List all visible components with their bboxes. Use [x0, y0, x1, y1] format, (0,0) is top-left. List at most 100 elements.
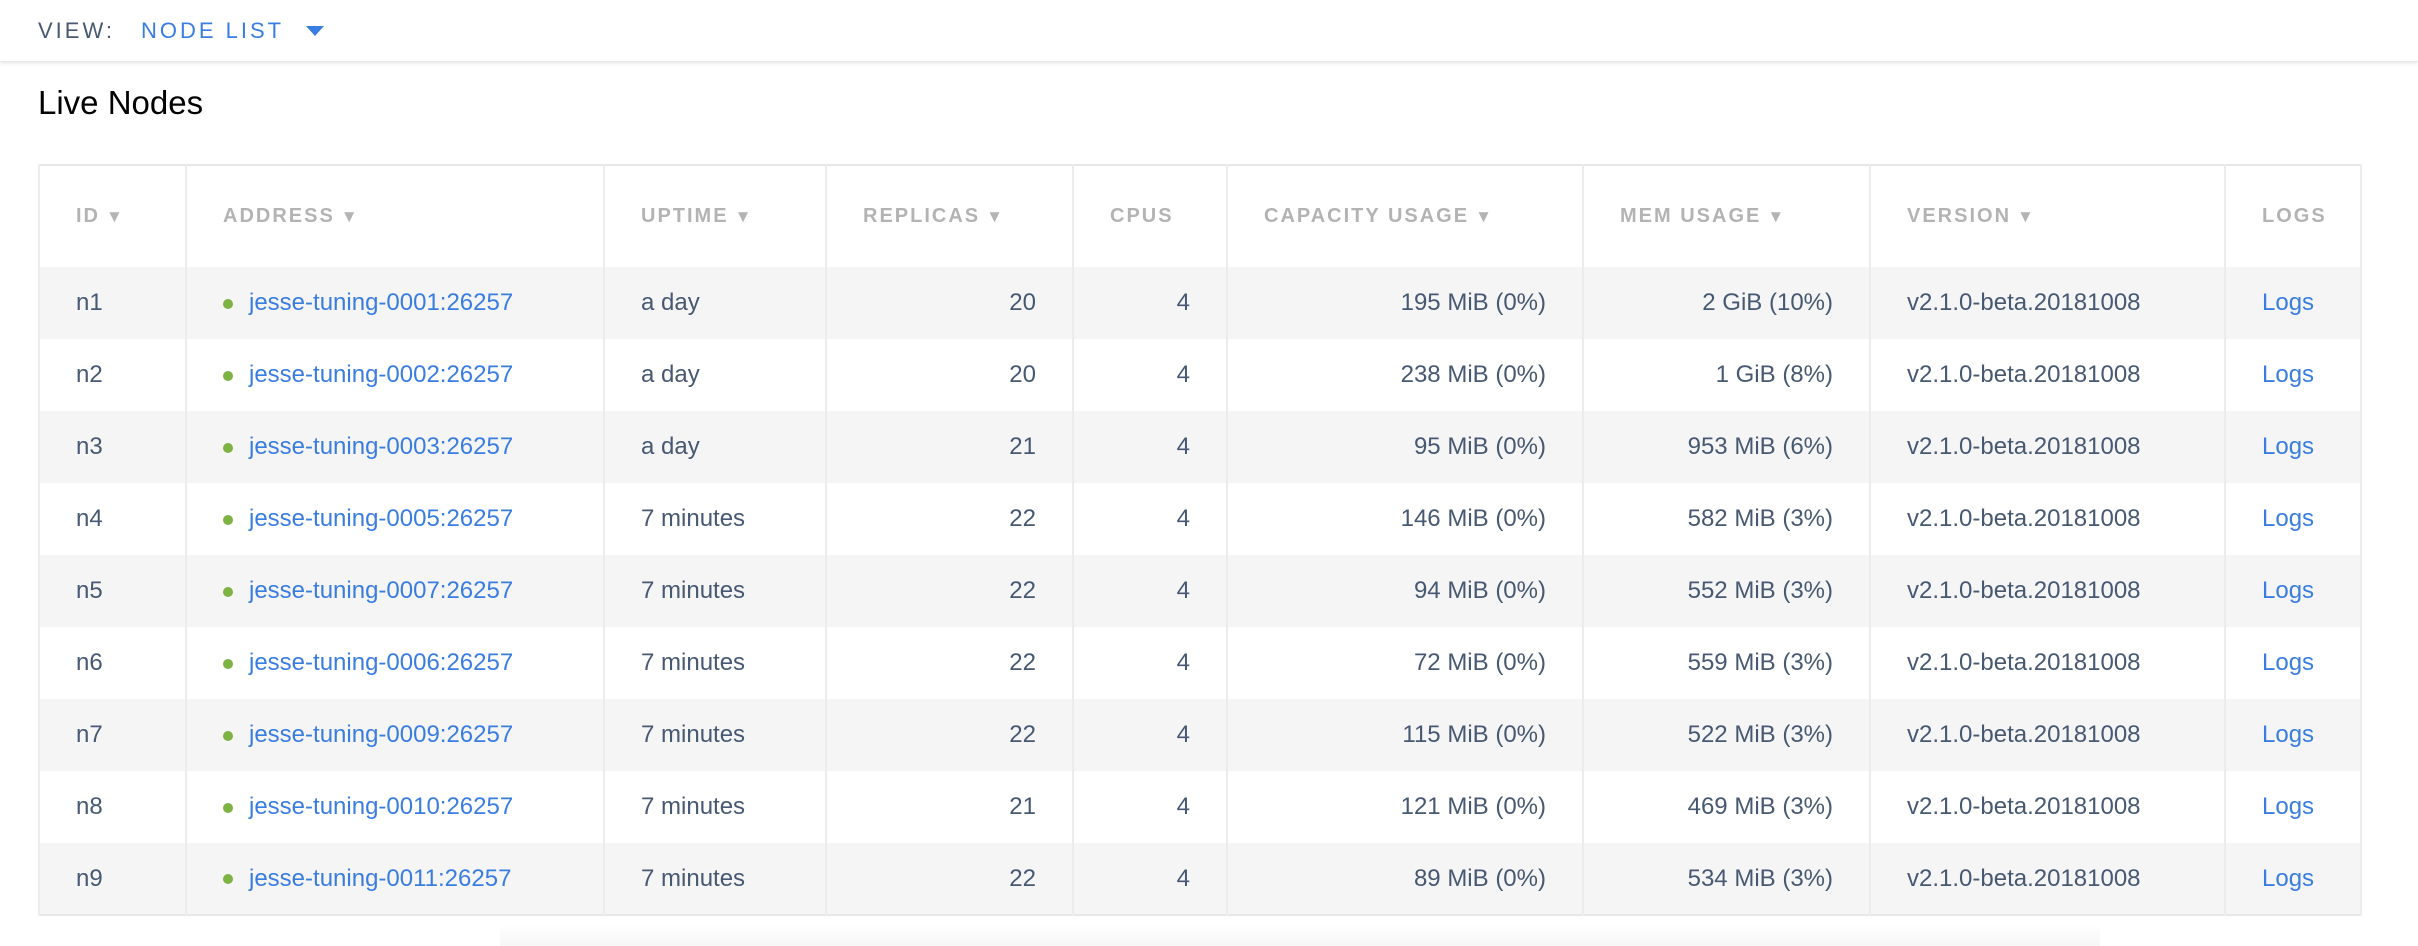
cell-mem: 1 GiB (8%)	[1582, 339, 1871, 411]
node-address-link[interactable]: jesse-tuning-0009:26257	[249, 721, 514, 748]
view-dropdown-value[interactable]: NODE LIST	[140, 17, 285, 43]
cell-replicas: 20	[825, 267, 1074, 339]
node-address-link[interactable]: jesse-tuning-0003:26257	[249, 433, 514, 460]
column-header-mem-usage[interactable]: MEM USAGE ▼	[1582, 165, 1871, 267]
cell-uptime: 7 minutes	[603, 843, 827, 915]
cell-cpus: 4	[1072, 843, 1228, 915]
cell-logs: Logs	[2224, 843, 2362, 915]
status-dot-icon	[223, 298, 233, 309]
cell-address: jesse-tuning-0005:26257	[185, 483, 605, 555]
cell-mem: 559 MiB (3%)	[1582, 627, 1871, 699]
logs-link[interactable]: Logs	[2262, 793, 2315, 820]
cell-address: jesse-tuning-0006:26257	[185, 627, 605, 699]
column-header-label: UPTIME	[641, 205, 729, 227]
cell-mem: 582 MiB (3%)	[1582, 483, 1871, 555]
cell-id: n2	[38, 339, 187, 411]
cell-replicas: 22	[825, 627, 1074, 699]
cell-version: v2.1.0-beta.20181008	[1869, 339, 2226, 411]
column-header-label: MEM USAGE	[1620, 205, 1762, 227]
column-header-replicas[interactable]: REPLICAS ▼	[825, 165, 1074, 267]
cell-mem: 552 MiB (3%)	[1582, 555, 1871, 627]
node-address-link[interactable]: jesse-tuning-0002:26257	[249, 361, 514, 388]
table-header-row: ID ▼ ADDRESS ▼ UPTIME ▼ REPLICAS ▼ CPUS CAPACITY …	[38, 165, 2362, 267]
cell-id: n3	[38, 411, 187, 483]
cell-address: jesse-tuning-0011:26257	[185, 843, 605, 915]
cell-replicas: 22	[825, 483, 1074, 555]
column-header-id[interactable]: ID ▼	[38, 165, 187, 267]
column-header-cpus: CPUS	[1072, 165, 1228, 267]
status-dot-icon	[223, 370, 233, 381]
cell-version: v2.1.0-beta.20181008	[1869, 699, 2226, 771]
page-title: Live Nodes	[38, 84, 204, 121]
column-header-label: LOGS	[2262, 205, 2327, 227]
cell-cpus: 4	[1072, 627, 1228, 699]
column-header-address[interactable]: ADDRESS ▼	[185, 165, 605, 267]
column-header-label: CAPACITY USAGE	[1264, 205, 1470, 227]
cell-capacity: 89 MiB (0%)	[1226, 843, 1584, 915]
node-address-link[interactable]: jesse-tuning-0011:26257	[249, 864, 512, 892]
column-header-label: ID	[76, 205, 100, 227]
cell-uptime: a day	[603, 411, 827, 483]
logs-link[interactable]: Logs	[2262, 433, 2315, 460]
cell-version: v2.1.0-beta.20181008	[1869, 843, 2226, 915]
table-row: n4 jesse-tuning-0005:26257 7 minutes 22 4 146…	[38, 483, 2362, 555]
status-dot-icon	[223, 730, 233, 741]
logs-link[interactable]: Logs	[2262, 361, 2315, 388]
cell-id: n8	[38, 771, 187, 843]
cell-replicas: 22	[825, 555, 1074, 627]
cell-version: v2.1.0-beta.20181008	[1869, 627, 2226, 699]
sort-arrow-icon[interactable]: ▼	[2017, 207, 2036, 226]
node-address-link[interactable]: jesse-tuning-0005:26257	[249, 505, 514, 532]
logs-link[interactable]: Logs	[2262, 649, 2315, 676]
cell-address: jesse-tuning-0003:26257	[185, 411, 605, 483]
cell-logs: Logs	[2224, 771, 2362, 843]
cell-capacity: 238 MiB (0%)	[1226, 339, 1584, 411]
logs-link[interactable]: Logs	[2262, 505, 2315, 532]
caret-down-icon[interactable]	[306, 25, 325, 36]
status-dot-icon	[223, 874, 233, 885]
cell-version: v2.1.0-beta.20181008	[1869, 555, 2226, 627]
cell-mem: 469 MiB (3%)	[1582, 771, 1871, 843]
cell-capacity: 195 MiB (0%)	[1226, 267, 1584, 339]
cell-uptime: 7 minutes	[603, 555, 827, 627]
logs-link[interactable]: Logs	[2262, 577, 2315, 604]
sort-arrow-icon[interactable]: ▼	[1475, 207, 1494, 226]
column-header-label: VERSION	[1907, 205, 2012, 227]
column-header-capacity-usage[interactable]: CAPACITY USAGE ▼	[1226, 165, 1584, 267]
view-label: VIEW:	[38, 17, 115, 43]
column-header-version[interactable]: VERSION ▼	[1869, 165, 2226, 267]
logs-link[interactable]: Logs	[2262, 721, 2315, 748]
node-address-link[interactable]: jesse-tuning-0001:26257	[249, 289, 514, 316]
cell-uptime: 7 minutes	[603, 627, 827, 699]
node-address-link[interactable]: jesse-tuning-0006:26257	[249, 649, 514, 676]
cell-uptime: 7 minutes	[603, 771, 827, 843]
sort-arrow-icon[interactable]: ▼	[734, 207, 754, 226]
cell-version: v2.1.0-beta.20181008	[1869, 267, 2226, 339]
column-header-label: REPLICAS	[863, 205, 981, 227]
logs-link[interactable]: Logs	[2262, 864, 2315, 892]
node-address-link[interactable]: jesse-tuning-0010:26257	[249, 793, 514, 820]
cell-cpus: 4	[1072, 339, 1228, 411]
cell-cpus: 4	[1072, 555, 1228, 627]
status-dot-icon	[223, 658, 233, 669]
column-header-uptime[interactable]: UPTIME ▼	[603, 165, 827, 267]
sort-arrow-icon[interactable]: ▼	[986, 207, 1005, 226]
cell-mem: 534 MiB (3%)	[1582, 843, 1871, 915]
cell-cpus: 4	[1072, 411, 1228, 483]
cell-cpus: 4	[1072, 267, 1228, 339]
sort-arrow-icon[interactable]: ▼	[106, 207, 125, 226]
cell-address: jesse-tuning-0010:26257	[185, 771, 605, 843]
cell-version: v2.1.0-beta.20181008	[1869, 483, 2226, 555]
cell-address: jesse-tuning-0001:26257	[185, 267, 605, 339]
table-row: n2 jesse-tuning-0002:26257 a day 20 4 238 MiB…	[38, 339, 2362, 411]
view-dropdown[interactable]: NODE LIST	[140, 17, 325, 44]
node-address-link[interactable]: jesse-tuning-0007:26257	[249, 577, 514, 604]
cell-capacity: 72 MiB (0%)	[1226, 627, 1584, 699]
cell-capacity: 115 MiB (0%)	[1226, 699, 1584, 771]
cell-version: v2.1.0-beta.20181008	[1869, 771, 2226, 843]
sort-arrow-icon[interactable]: ▼	[340, 207, 360, 226]
cell-logs: Logs	[2224, 339, 2362, 411]
sort-arrow-icon[interactable]: ▼	[1767, 207, 1787, 226]
logs-link[interactable]: Logs	[2262, 289, 2315, 316]
table-row: n6 jesse-tuning-0006:26257 7 minutes 22 4 72 …	[38, 627, 2362, 699]
